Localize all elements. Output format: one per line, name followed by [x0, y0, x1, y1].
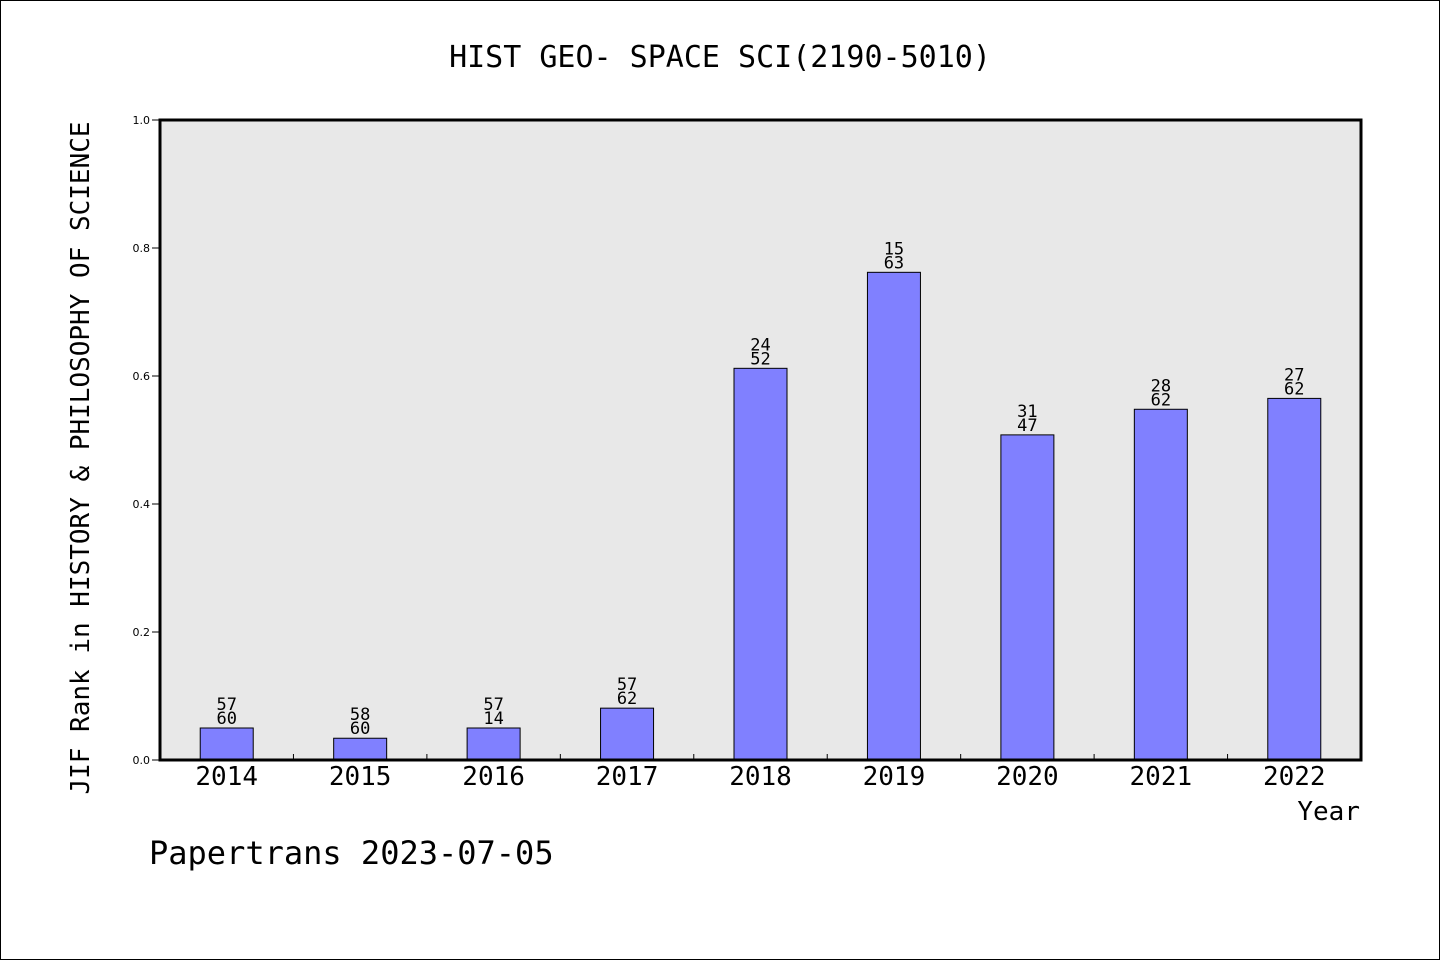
bar-2018 [733, 367, 788, 761]
plot-border [158, 118, 1363, 762]
bar-label-bottom-2016: 14 [483, 709, 503, 729]
y-tick-label-0.6: 0.6 [133, 370, 151, 383]
y-tick-label-0.8: 0.8 [133, 242, 151, 255]
y-tick-label-1.0: 1.0 [133, 114, 151, 127]
x-tick-label-2014: 2014 [195, 762, 258, 792]
bar-label-bottom-2022: 62 [1284, 379, 1304, 399]
y-tick-label-0.2: 0.2 [133, 626, 151, 639]
y-axis-label: JIF Rank in HISTORY & PHILOSOPHY OF SCIE… [66, 121, 96, 794]
x-tick-label-2015: 2015 [329, 762, 392, 792]
bar-label-top-2014: 57 [216, 695, 236, 715]
bar-label-top-2021: 28 [1151, 376, 1171, 396]
bar-label-bottom-2017: 62 [617, 689, 637, 709]
x-axis-label: Year [1297, 797, 1360, 827]
y-tick-label-0.4: 0.4 [133, 498, 151, 511]
bar-2016 [466, 727, 521, 761]
x-tick-label-2016: 2016 [462, 762, 525, 792]
bar-2014 [199, 727, 254, 761]
bar-label-top-2019: 15 [884, 239, 904, 259]
x-tick-label-2021: 2021 [1130, 762, 1193, 792]
bar-label-top-2017: 57 [617, 675, 637, 695]
bar-label-bottom-2015: 60 [350, 719, 370, 739]
chart-title: HIST GEO- SPACE SCI(2190-5010) [449, 40, 991, 75]
bar-label-bottom-2014: 60 [216, 709, 236, 729]
bar-label-top-2020: 31 [1017, 402, 1037, 422]
bar-label-top-2016: 57 [483, 695, 503, 715]
bar-2021 [1133, 408, 1188, 761]
x-tick-label-2017: 2017 [596, 762, 659, 792]
bar-label-top-2015: 58 [350, 705, 370, 725]
y-tick-label-0.0: 0.0 [133, 754, 151, 767]
bar-label-top-2018: 24 [750, 335, 770, 355]
bar-label-bottom-2020: 47 [1017, 416, 1037, 436]
bar-label-bottom-2019: 63 [884, 253, 904, 273]
bars-group [199, 271, 1322, 761]
bar-label-top-2022: 27 [1284, 365, 1304, 385]
bar-label-bottom-2018: 52 [750, 349, 770, 369]
x-axis-ticks: 2014 2015 2016 2017 2018 2019 2020 2021 2022 [195, 754, 1326, 792]
y-axis-ticks: 0.0 0.2 0.4 0.6 0.8 1.0 [133, 114, 160, 767]
x-tick-label-2020: 2020 [996, 762, 1059, 792]
bar-2015 [333, 737, 388, 761]
bar-label-bottom-2021: 62 [1151, 390, 1171, 410]
bar-2017 [600, 707, 655, 761]
bar-2019 [866, 271, 921, 761]
x-tick-label-2019: 2019 [863, 762, 926, 792]
bar-2022 [1267, 397, 1322, 761]
x-tick-label-2022: 2022 [1263, 762, 1326, 792]
bar-2020 [1000, 434, 1055, 761]
footer-credit: Papertrans 2023-07-05 [149, 834, 554, 872]
x-tick-label-2018: 2018 [729, 762, 792, 792]
